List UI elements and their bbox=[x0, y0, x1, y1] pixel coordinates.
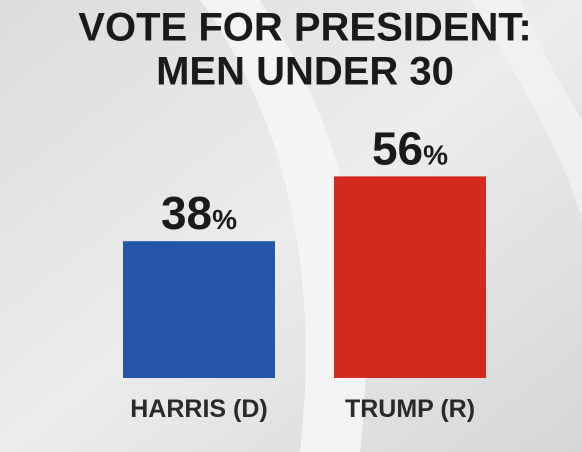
background-swoosh bbox=[200, 0, 366, 452]
bar bbox=[334, 176, 486, 378]
bar bbox=[123, 241, 275, 378]
value-label: 38% bbox=[161, 187, 237, 239]
background-swoosh bbox=[470, 0, 582, 220]
chart-title: MEN UNDER 30 bbox=[156, 50, 454, 94]
x-tick-label: TRUMP (R) bbox=[345, 395, 475, 423]
x-tick-label: HARRIS (D) bbox=[130, 395, 268, 423]
chart-title: VOTE FOR PRESIDENT: bbox=[78, 6, 531, 50]
value-label: 56% bbox=[372, 122, 448, 174]
